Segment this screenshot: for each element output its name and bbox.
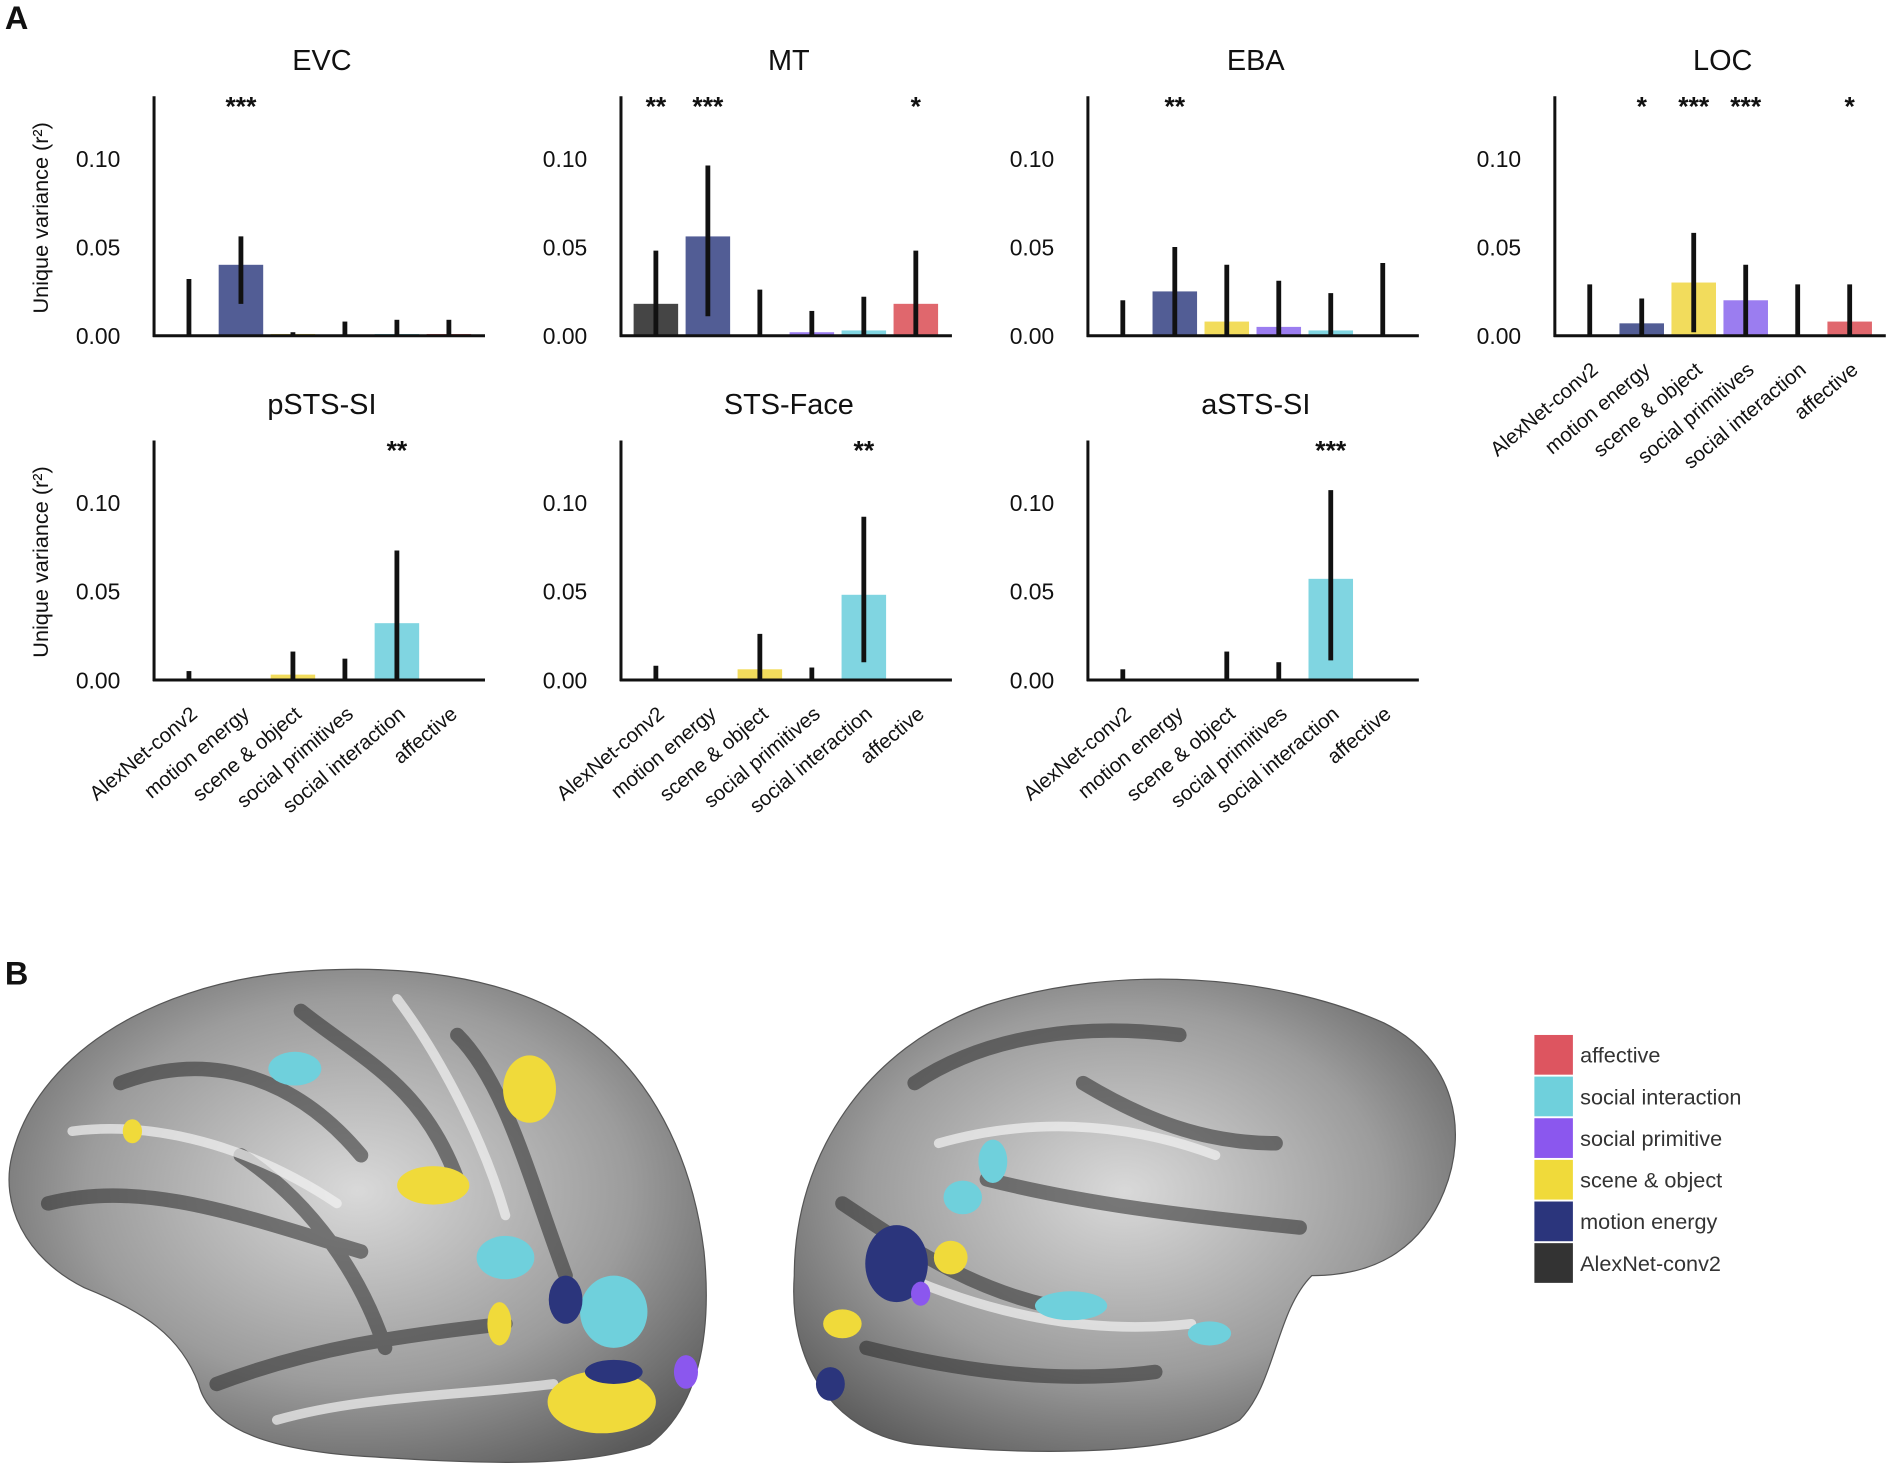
legend-label: scene & object	[1580, 1168, 1722, 1193]
legend-label: AlexNet-conv2	[1580, 1251, 1721, 1276]
legend: affective social interaction social primit…	[1534, 1034, 1741, 1283]
brain-left	[8, 968, 707, 1463]
significance: ***	[225, 92, 257, 122]
y-tick-label: 0.00	[76, 323, 121, 349]
legend-swatch	[1534, 1076, 1573, 1117]
significance: ***	[692, 92, 724, 122]
y-tick-label: 0.00	[1477, 323, 1522, 349]
y-tick-label: 0.00	[1010, 667, 1054, 693]
legend-swatch	[1534, 1034, 1573, 1075]
significance: ***	[1315, 436, 1347, 466]
chart-title: LOC	[1693, 45, 1752, 77]
y-tick-label: 0.10	[1477, 146, 1522, 172]
y-tick-label: 0.05	[543, 234, 588, 260]
significance: **	[854, 436, 875, 466]
chart-title: EBA	[1227, 45, 1286, 77]
y-tick-label: 0.10	[1010, 490, 1054, 516]
y-tick-label: 0.00	[1010, 323, 1054, 349]
significance: *	[1845, 92, 1856, 122]
legend-label: motion energy	[1580, 1209, 1717, 1234]
chart-title: pSTS-SI	[267, 389, 376, 421]
y-tick-label: 0.10	[543, 146, 588, 172]
significance: **	[646, 92, 667, 122]
y-tick-label: 0.10	[76, 146, 121, 172]
significance: **	[387, 436, 408, 466]
chart-title: STS-Face	[724, 389, 854, 421]
y-tick-label: 0.00	[76, 667, 121, 693]
legend-swatch	[1534, 1201, 1573, 1242]
legend-label: social interaction	[1580, 1084, 1741, 1109]
significance: ***	[1678, 92, 1710, 122]
significance: **	[1164, 92, 1185, 122]
y-tick-label: 0.05	[543, 579, 588, 605]
legend-swatch	[1534, 1159, 1573, 1200]
y-tick-label: 0.05	[76, 234, 121, 260]
legend-label: affective	[1580, 1043, 1660, 1068]
panel-label: A	[5, 0, 28, 36]
chart-title: MT	[768, 45, 810, 77]
significance: ***	[1730, 92, 1762, 122]
panel-label: B	[5, 955, 28, 991]
y-tick-label: 0.10	[543, 490, 588, 516]
y-tick-label: 0.05	[1477, 234, 1522, 260]
y-tick-label: 0.00	[543, 667, 588, 693]
significance: *	[911, 92, 922, 122]
y-axis-label: Unique variance (r²)	[28, 466, 53, 657]
chart-title: EVC	[292, 45, 351, 77]
chart-title: aSTS-SI	[1201, 389, 1310, 421]
y-tick-label: 0.05	[76, 579, 121, 605]
y-tick-label: 0.05	[1010, 579, 1054, 605]
y-tick-label: 0.05	[1010, 234, 1054, 260]
significance: *	[1637, 92, 1648, 122]
y-tick-label: 0.10	[76, 490, 121, 516]
legend-label: social primitive	[1580, 1126, 1722, 1151]
y-tick-label: 0.10	[1010, 146, 1054, 172]
legend-swatch	[1534, 1243, 1573, 1283]
legend-swatch	[1534, 1118, 1573, 1158]
y-tick-label: 0.00	[543, 323, 588, 349]
brain-right	[793, 978, 1456, 1452]
y-axis-label: Unique variance (r²)	[28, 122, 53, 313]
